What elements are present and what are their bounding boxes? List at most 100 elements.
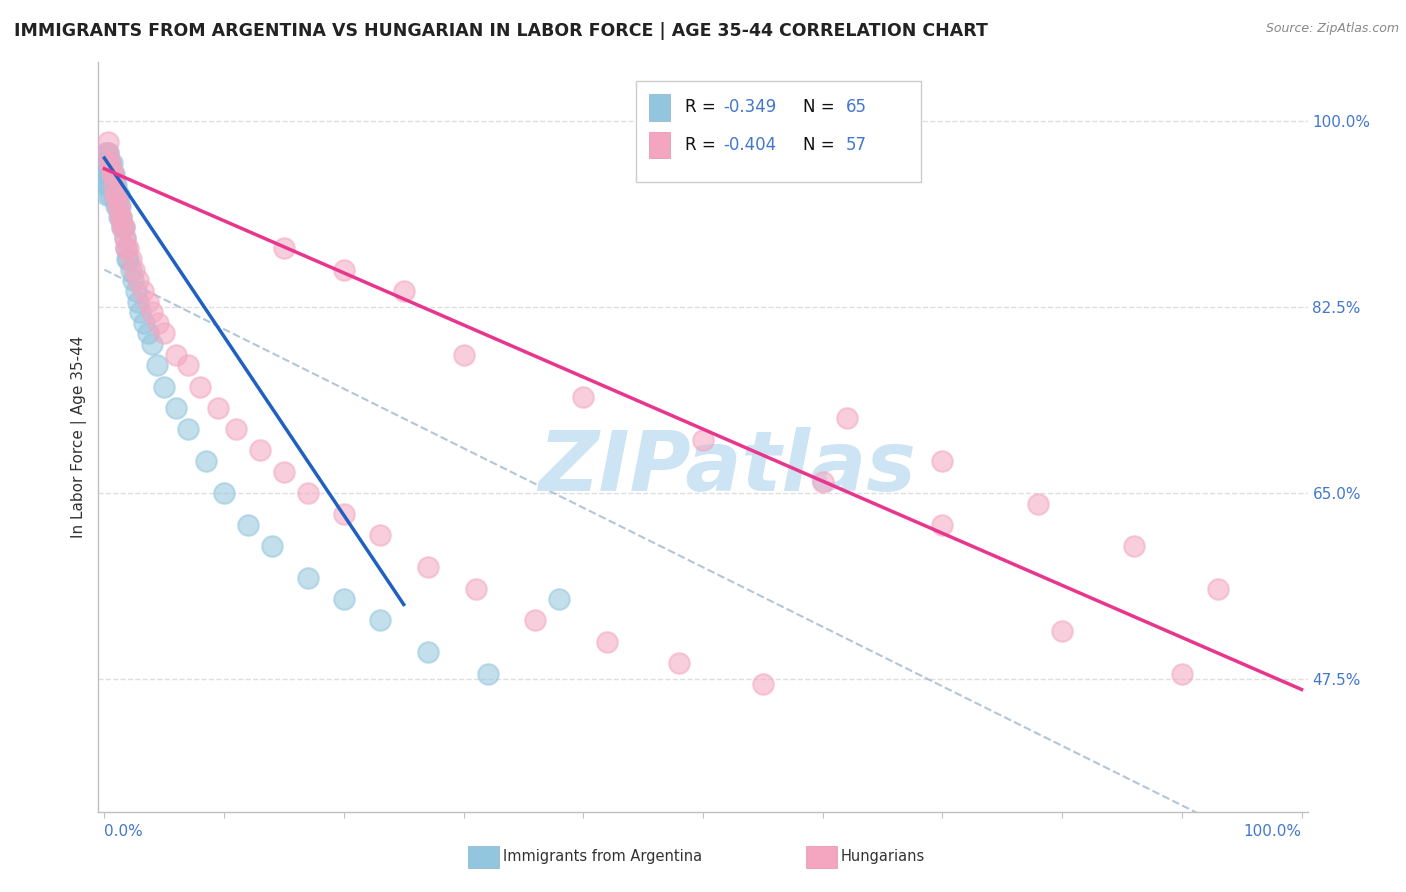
Point (668, 656, 690, 670)
Point (111, 220, 134, 235)
Point (96, 156, 118, 170)
Point (112, 220, 135, 235)
Point (811, 475, 834, 490)
FancyBboxPatch shape (648, 95, 671, 120)
Point (132, 316, 155, 330)
Point (97, 178, 120, 192)
Text: -0.349: -0.349 (724, 98, 776, 116)
Point (100, 167, 122, 181)
Point (98, 178, 121, 192)
Point (141, 337, 163, 351)
Point (260, 539, 283, 553)
Text: Immigrants from Argentina: Immigrants from Argentina (503, 849, 703, 863)
Point (1206, 582, 1229, 596)
Point (368, 614, 391, 628)
Point (100, 167, 122, 181)
Y-axis label: In Labor Force | Age 35-44: In Labor Force | Age 35-44 (72, 336, 87, 538)
Point (98, 156, 121, 170)
Point (692, 433, 714, 447)
Point (120, 262, 142, 277)
Point (104, 188, 127, 202)
Point (177, 422, 200, 436)
Point (100, 156, 122, 170)
Point (101, 167, 124, 181)
Point (115, 242, 138, 256)
Point (127, 273, 149, 287)
Point (115, 252, 138, 266)
Point (94, 167, 117, 181)
Point (153, 379, 176, 393)
Point (103, 167, 125, 181)
Text: R =: R = (685, 136, 721, 153)
Point (477, 666, 499, 681)
Point (111, 220, 134, 235)
Point (94, 145, 117, 160)
Point (103, 188, 125, 202)
Point (107, 199, 129, 213)
Point (97, 145, 120, 160)
Point (273, 242, 295, 256)
FancyBboxPatch shape (637, 81, 921, 182)
Point (188, 379, 211, 393)
Text: ZIPatlas: ZIPatlas (538, 426, 917, 508)
Text: IMMIGRANTS FROM ARGENTINA VS HUNGARIAN IN LABOR FORCE | AGE 35-44 CORRELATION CH: IMMIGRANTS FROM ARGENTINA VS HUNGARIAN I… (14, 22, 988, 40)
Point (101, 178, 124, 192)
Text: Hungarians: Hungarians (841, 849, 925, 863)
Point (453, 348, 475, 362)
Point (100, 156, 122, 170)
Point (165, 401, 187, 415)
Point (96, 145, 118, 160)
Point (98, 156, 121, 170)
Point (94, 156, 117, 170)
Point (416, 645, 439, 659)
Point (120, 252, 142, 266)
Text: N =: N = (803, 98, 841, 116)
Point (333, 507, 356, 521)
Point (236, 517, 259, 532)
Point (931, 517, 953, 532)
Point (97, 167, 120, 181)
Point (105, 199, 128, 213)
Point (115, 242, 138, 256)
Point (464, 582, 486, 596)
Point (153, 326, 176, 341)
Point (297, 571, 319, 585)
Point (114, 231, 136, 245)
Point (835, 411, 858, 425)
Point (596, 634, 619, 648)
Point (114, 231, 136, 245)
Point (103, 178, 125, 192)
Point (107, 188, 129, 202)
Point (392, 284, 415, 298)
Point (100, 188, 122, 202)
Point (165, 348, 187, 362)
Point (127, 294, 149, 309)
Point (96, 188, 118, 202)
Point (333, 262, 356, 277)
Point (146, 359, 169, 373)
Point (117, 242, 139, 256)
Point (97, 135, 120, 149)
Point (212, 486, 235, 500)
Point (207, 401, 229, 415)
Point (97, 156, 120, 170)
Point (1171, 666, 1194, 681)
Point (548, 592, 571, 607)
Point (136, 294, 159, 309)
Point (104, 188, 127, 202)
Point (524, 614, 547, 628)
Text: -0.404: -0.404 (724, 136, 776, 153)
Point (132, 284, 155, 298)
Point (94, 167, 117, 181)
Point (98, 167, 121, 181)
Point (333, 592, 356, 607)
Point (416, 560, 439, 574)
Point (107, 210, 129, 224)
Text: 100.0%: 100.0% (1243, 824, 1302, 839)
Text: 65: 65 (845, 98, 866, 116)
Point (136, 326, 159, 341)
Point (117, 252, 139, 266)
Point (249, 443, 271, 458)
Point (1123, 539, 1146, 553)
Point (100, 178, 122, 192)
